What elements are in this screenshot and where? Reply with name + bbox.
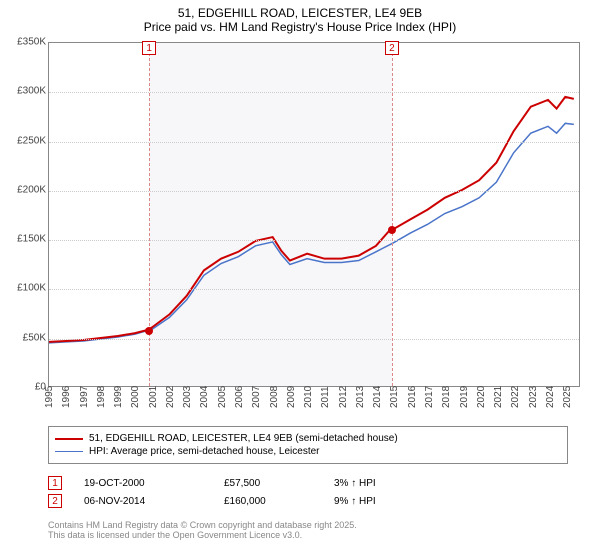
transaction-dot xyxy=(388,226,396,234)
x-tick-label: 1997 xyxy=(79,386,90,408)
y-tick-label: £350K xyxy=(6,37,46,48)
x-tick-label: 2022 xyxy=(510,386,521,408)
y-tick-label: £50K xyxy=(6,332,46,343)
x-tick-label: 2020 xyxy=(476,386,487,408)
series-line xyxy=(49,123,574,343)
x-tick-label: 2009 xyxy=(286,386,297,408)
x-tick-label: 1998 xyxy=(96,386,107,408)
legend-swatch xyxy=(55,451,83,452)
x-tick-label: 2015 xyxy=(389,386,400,408)
gridline-h xyxy=(49,289,579,290)
legend-swatch xyxy=(55,438,83,440)
x-tick-label: 2021 xyxy=(493,386,504,408)
attribution-line-2: This data is licensed under the Open Gov… xyxy=(48,530,357,540)
y-tick-label: £300K xyxy=(6,86,46,97)
legend-box: 51, EDGEHILL ROAD, LEICESTER, LE4 9EB (s… xyxy=(48,426,568,464)
x-tick-label: 2007 xyxy=(251,386,262,408)
x-tick-label: 2005 xyxy=(217,386,228,408)
series-line xyxy=(49,97,574,342)
gridline-h xyxy=(49,92,579,93)
x-tick-label: 2016 xyxy=(407,386,418,408)
attribution-text: Contains HM Land Registry data © Crown c… xyxy=(48,520,357,540)
transaction-date: 19-OCT-2000 xyxy=(84,478,224,489)
x-tick-label: 2014 xyxy=(372,386,383,408)
x-tick-label: 2017 xyxy=(424,386,435,408)
x-tick-label: 2025 xyxy=(562,386,573,408)
transaction-table: 1 19-OCT-2000£57,5003% ↑ HPI 2 06-NOV-2014£… xyxy=(48,472,376,512)
transaction-row-badge: 2 xyxy=(48,494,62,508)
y-tick-label: £100K xyxy=(6,283,46,294)
gridline-h xyxy=(49,240,579,241)
gridline-h xyxy=(49,142,579,143)
transaction-hpi: 9% ↑ HPI xyxy=(334,496,376,507)
plot-region: 12 xyxy=(48,42,580,387)
x-tick-label: 2018 xyxy=(441,386,452,408)
x-tick-label: 2006 xyxy=(234,386,245,408)
x-tick-label: 1999 xyxy=(113,386,124,408)
x-tick-label: 2010 xyxy=(303,386,314,408)
transaction-row-badge: 1 xyxy=(48,476,62,490)
transaction-marker-line xyxy=(392,43,393,386)
transaction-date: 06-NOV-2014 xyxy=(84,496,224,507)
y-tick-label: £200K xyxy=(6,184,46,195)
x-tick-label: 1995 xyxy=(44,386,55,408)
transaction-row: 1 19-OCT-2000£57,5003% ↑ HPI xyxy=(48,476,376,490)
transaction-price: £160,000 xyxy=(224,496,334,507)
transaction-dot xyxy=(145,327,153,335)
x-tick-label: 2004 xyxy=(199,386,210,408)
x-tick-label: 1996 xyxy=(61,386,72,408)
attribution-line-1: Contains HM Land Registry data © Crown c… xyxy=(48,520,357,530)
y-tick-label: £250K xyxy=(6,135,46,146)
legend-label: HPI: Average price, semi-detached house,… xyxy=(89,446,320,457)
series-svg xyxy=(49,43,579,386)
x-tick-label: 2012 xyxy=(338,386,349,408)
x-tick-label: 2001 xyxy=(148,386,159,408)
y-tick-label: £150K xyxy=(6,234,46,245)
x-tick-label: 2023 xyxy=(528,386,539,408)
x-tick-label: 2011 xyxy=(320,386,331,408)
transaction-hpi: 3% ↑ HPI xyxy=(334,478,376,489)
gridline-h xyxy=(49,191,579,192)
legend-item: 51, EDGEHILL ROAD, LEICESTER, LE4 9EB (s… xyxy=(55,433,561,444)
legend-label: 51, EDGEHILL ROAD, LEICESTER, LE4 9EB (s… xyxy=(89,433,398,444)
x-tick-label: 2019 xyxy=(459,386,470,408)
gridline-h xyxy=(49,339,579,340)
x-tick-label: 2024 xyxy=(545,386,556,408)
x-tick-label: 2013 xyxy=(355,386,366,408)
y-tick-label: £0 xyxy=(6,382,46,393)
transaction-marker-badge: 2 xyxy=(385,41,399,55)
x-tick-label: 2008 xyxy=(269,386,280,408)
title-line-1: 51, EDGEHILL ROAD, LEICESTER, LE4 9EB xyxy=(0,6,600,20)
title-line-2: Price paid vs. HM Land Registry's House … xyxy=(0,20,600,34)
chart-area: 12 £0£50K£100K£150K£200K£250K£300K£350K1… xyxy=(28,42,580,412)
x-tick-label: 2000 xyxy=(130,386,141,408)
transaction-price: £57,500 xyxy=(224,478,334,489)
transaction-row: 2 06-NOV-2014£160,0009% ↑ HPI xyxy=(48,494,376,508)
legend-item: HPI: Average price, semi-detached house,… xyxy=(55,446,561,457)
x-tick-label: 2003 xyxy=(182,386,193,408)
chart-title-block: 51, EDGEHILL ROAD, LEICESTER, LE4 9EB Pr… xyxy=(0,0,600,34)
x-tick-label: 2002 xyxy=(165,386,176,408)
transaction-marker-badge: 1 xyxy=(142,41,156,55)
